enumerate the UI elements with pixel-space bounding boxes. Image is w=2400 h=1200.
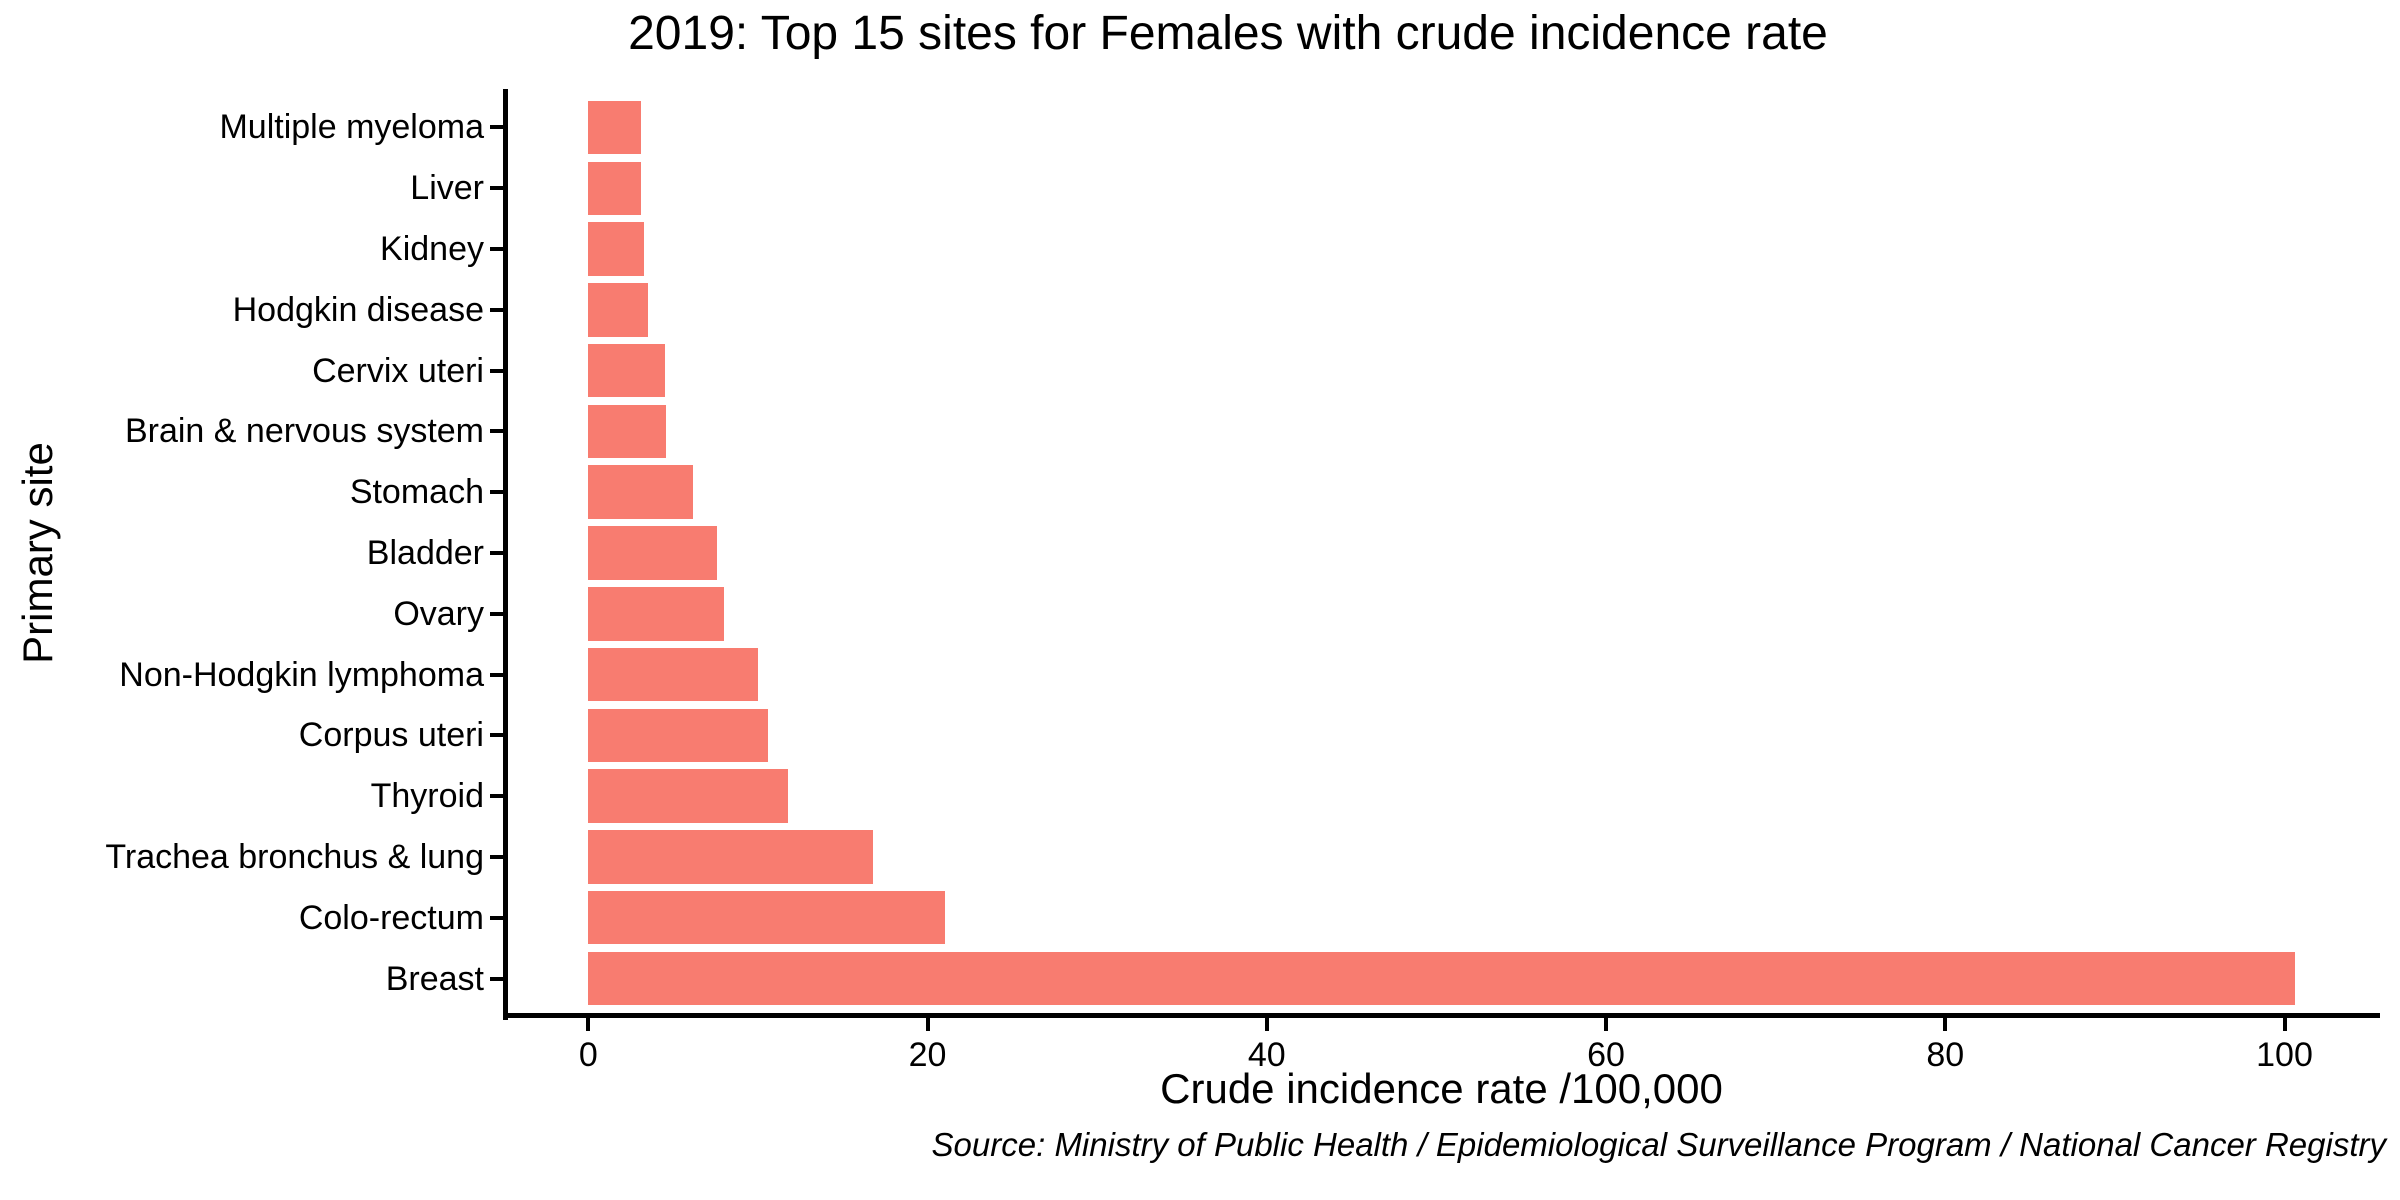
bar-brain-nervous-system bbox=[588, 404, 667, 459]
x-tick-20 bbox=[925, 1018, 930, 1031]
y-tick-label-ovary: Ovary bbox=[393, 594, 484, 633]
bar-hodgkin-disease bbox=[588, 283, 648, 337]
bar-non-hodgkin-lymphoma bbox=[588, 647, 758, 702]
x-tick-40 bbox=[1264, 1018, 1269, 1031]
source-note: Source: Ministry of Public Health / Epid… bbox=[931, 1126, 2386, 1163]
bar-trachea-bronchus-lung bbox=[588, 830, 874, 884]
y-tick-label-non-hodgkin-lymphoma: Non-Hodgkin lymphoma bbox=[119, 655, 484, 694]
x-tick-60 bbox=[1604, 1018, 1609, 1031]
y-tick-label-thyroid: Thyroid bbox=[370, 777, 484, 816]
bar-stomach bbox=[588, 465, 694, 519]
x-axis-title: Crude incidence rate /100,000 bbox=[1160, 1065, 1723, 1112]
bar-ovary bbox=[588, 587, 724, 641]
bar-breast bbox=[588, 951, 2295, 1006]
y-tick-label-breast: Breast bbox=[385, 959, 484, 998]
bar-bladder bbox=[588, 526, 718, 580]
y-tick-label-bladder: Bladder bbox=[366, 534, 484, 572]
x-tick-label-60: 60 bbox=[1587, 1036, 1625, 1074]
x-tick-label-80: 80 bbox=[1926, 1036, 1965, 1074]
y-tick-kidney bbox=[490, 247, 503, 252]
bar-kidney bbox=[588, 222, 645, 276]
y-tick-brain-nervous-system bbox=[490, 429, 503, 434]
y-tick-non-hodgkin-lymphoma bbox=[490, 672, 503, 677]
y-tick-cervix-uteri bbox=[490, 368, 503, 373]
bar-thyroid bbox=[588, 769, 789, 823]
y-tick-label-liver: Liver bbox=[410, 169, 484, 208]
y-tick-label-hodgkin-disease: Hodgkin disease bbox=[232, 290, 484, 329]
y-tick-label-stomach: Stomach bbox=[349, 473, 484, 512]
x-tick-label-20: 20 bbox=[908, 1036, 947, 1074]
y-tick-multiple-myeloma bbox=[490, 125, 503, 130]
y-axis-line bbox=[503, 89, 508, 1020]
y-tick-ovary bbox=[490, 611, 503, 616]
y-tick-breast bbox=[490, 976, 503, 981]
y-tick-thyroid bbox=[490, 794, 503, 799]
y-tick-label-multiple-myeloma: Multiple myeloma bbox=[219, 108, 484, 147]
y-tick-label-cervix-uteri: Cervix uteri bbox=[312, 351, 484, 390]
chart-title: 2019: Top 15 sites for Females with crud… bbox=[628, 7, 1828, 60]
y-tick-label-corpus-uteri: Corpus uteri bbox=[298, 716, 484, 755]
x-tick-label-100: 100 bbox=[2256, 1036, 2313, 1074]
y-tick-label-trachea-bronchus-lung: Trachea bronchus & lung bbox=[105, 837, 484, 876]
x-axis-line bbox=[503, 1013, 2380, 1018]
bar-colo-rectum bbox=[588, 890, 945, 945]
y-tick-trachea-bronchus-lung bbox=[490, 854, 503, 859]
bar-liver bbox=[588, 161, 641, 215]
x-tick-label-40: 40 bbox=[1247, 1036, 1286, 1074]
y-tick-bladder bbox=[490, 551, 503, 555]
bar-multiple-myeloma bbox=[588, 100, 641, 155]
y-tick-stomach bbox=[490, 490, 503, 495]
x-tick-100 bbox=[2282, 1018, 2287, 1031]
y-tick-label-colo-rectum: Colo-rectum bbox=[298, 898, 484, 937]
x-tick-label-0: 0 bbox=[578, 1036, 598, 1074]
y-tick-corpus-uteri bbox=[490, 733, 503, 738]
x-tick-80 bbox=[1943, 1018, 1948, 1031]
y-tick-hodgkin-disease bbox=[490, 307, 503, 312]
y-tick-colo-rectum bbox=[490, 915, 503, 920]
y-tick-liver bbox=[490, 186, 503, 191]
y-tick-label-kidney: Kidney bbox=[380, 230, 484, 269]
x-tick-0 bbox=[586, 1018, 591, 1031]
bar-cervix-uteri bbox=[588, 343, 665, 398]
bar-corpus-uteri bbox=[588, 708, 769, 763]
y-tick-label-brain-nervous-system: Brain & nervous system bbox=[124, 412, 484, 451]
